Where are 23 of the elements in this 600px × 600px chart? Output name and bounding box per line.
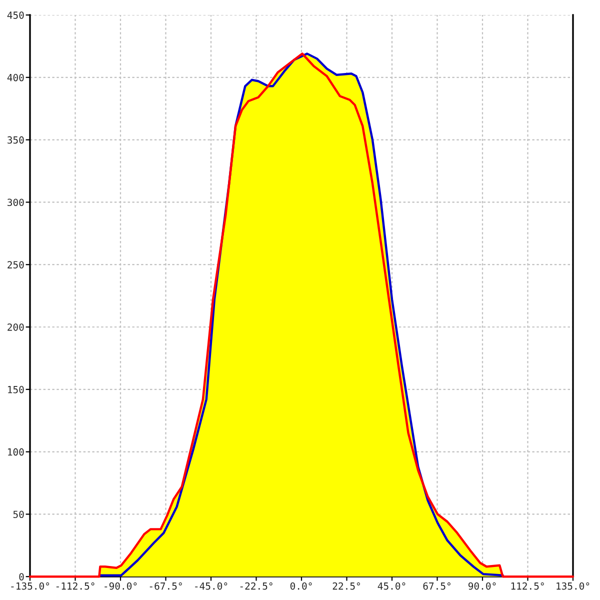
y-tick-label: 300 [8, 198, 24, 206]
x-tick-label: 90.0° [468, 582, 496, 590]
y-tick-label: 400 [7, 74, 24, 82]
x-tick-label: -67.5° [150, 582, 182, 590]
x-tick-label: -45.0° [195, 582, 228, 590]
y-tick-label: 150 [8, 386, 24, 394]
x-tick-label: 135.0° [556, 582, 590, 590]
x-tick-label: -22.5° [240, 582, 272, 590]
x-tick-label: 22.5° [332, 582, 360, 590]
y-tick-label: 250 [8, 261, 24, 268]
x-tick-label: -90.0° [104, 582, 137, 590]
y-tick-label: 350 [8, 136, 24, 144]
y-tick-label: 0 [19, 573, 24, 580]
x-tick-label: 45.0° [378, 582, 406, 590]
y-tick-label: 100 [8, 448, 24, 456]
x-tick-label: 67.5° [423, 582, 450, 590]
x-tick-label: -135.0° [11, 582, 50, 590]
y-tick-label: 200 [8, 324, 24, 331]
x-tick-label: 0.0° [290, 582, 312, 590]
y-tick-label: 50 [13, 510, 24, 518]
y-tick-label: 450 [7, 12, 24, 19]
x-tick-label: -112.5° [56, 582, 94, 590]
x-tick-label: 112.5° [511, 582, 544, 590]
